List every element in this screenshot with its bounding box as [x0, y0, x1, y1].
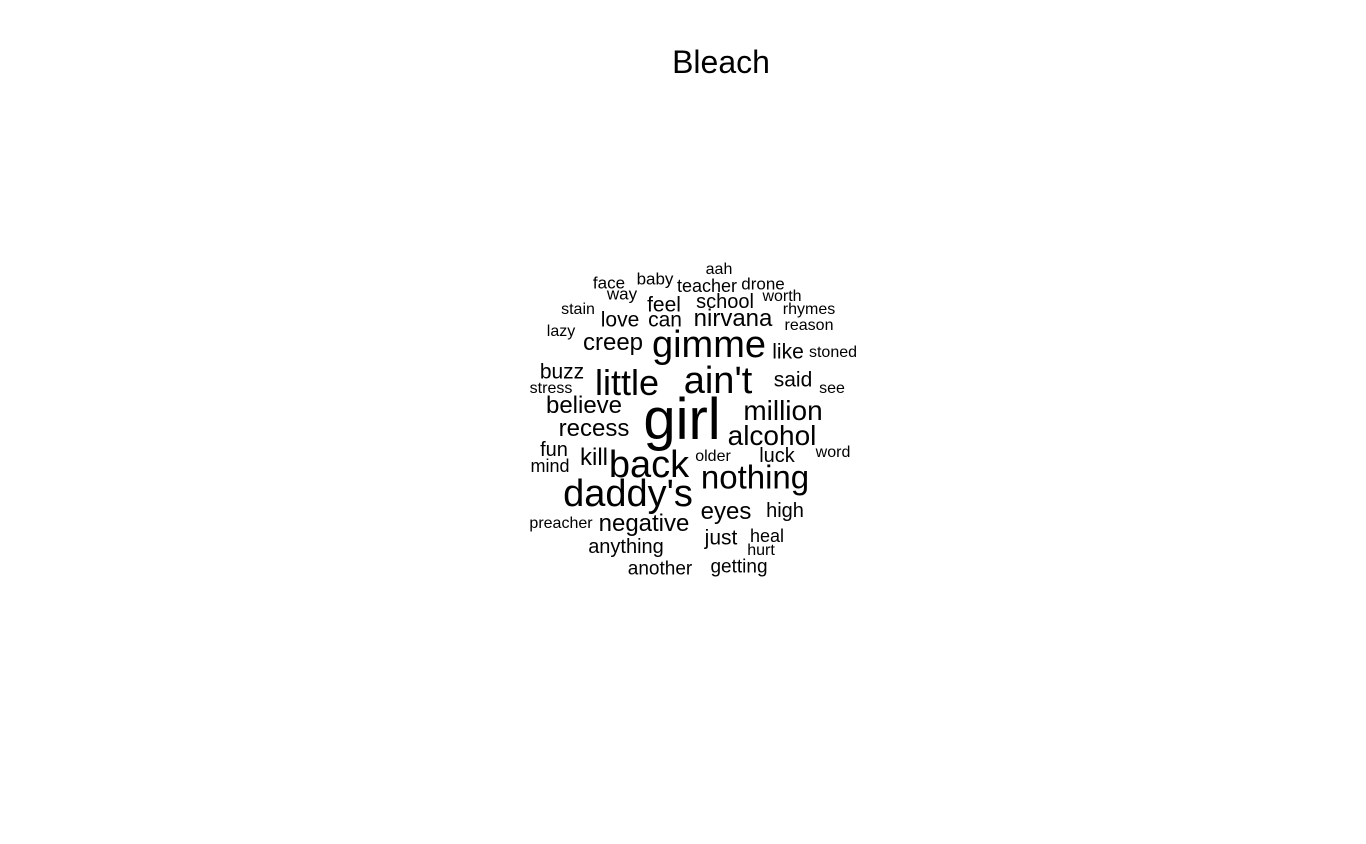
word-baby: baby	[636, 269, 674, 289]
word-recess: recess	[558, 415, 630, 442]
word-nirvana: nirvana	[693, 305, 773, 332]
word-teacher: teacher	[676, 276, 738, 296]
word-preacher: preacher	[529, 515, 593, 532]
word-lazy: lazy	[546, 323, 576, 340]
plot-title: Bleach	[672, 44, 770, 80]
word-heal: heal	[749, 526, 785, 546]
word-just: just	[704, 526, 738, 550]
word-creep: creep	[582, 329, 644, 356]
word-drone: drone	[741, 274, 785, 294]
word-can: can	[648, 308, 682, 332]
word-reason: reason	[784, 317, 834, 334]
word-back: back	[608, 444, 690, 486]
word-gimme: gimme	[651, 324, 767, 366]
word-high: high	[766, 500, 804, 522]
word-worth: worth	[762, 288, 802, 305]
word-little: little	[594, 362, 660, 403]
word-school: school	[696, 291, 754, 313]
word-stain: stain	[561, 301, 595, 318]
word-stress: stress	[529, 380, 573, 397]
word-fun: fun	[540, 439, 568, 461]
word-way: way	[606, 284, 638, 304]
word-aah: aah	[705, 261, 733, 278]
word-luck: luck	[759, 445, 795, 467]
word-negative: negative	[598, 510, 690, 537]
word-word: word	[815, 444, 851, 461]
word-getting: getting	[710, 556, 768, 578]
word-feel: feel	[647, 293, 681, 317]
word-face: face	[592, 273, 626, 293]
word-anything: anything	[588, 536, 664, 558]
word-aint: ain't	[683, 360, 753, 402]
word-girl: girl	[643, 387, 721, 452]
word-hurt: hurt	[747, 542, 775, 559]
word-kill: kill	[580, 444, 608, 471]
word-stoned: stoned	[808, 344, 858, 361]
word-mind: mind	[530, 456, 570, 476]
word-million: million	[743, 395, 823, 426]
word-rhymes: rhymes	[782, 301, 836, 318]
word-daddys: daddy's	[563, 473, 693, 515]
word-nothing: nothing	[700, 458, 810, 496]
word-older: older	[695, 448, 731, 465]
word-see: see	[819, 380, 845, 397]
word-eyes: eyes	[700, 498, 752, 525]
word-alcohol: alcohol	[727, 420, 817, 451]
word-buzz: buzz	[539, 360, 585, 384]
word-like: like	[772, 340, 804, 364]
word-another: another	[627, 558, 693, 580]
word-love: love	[600, 308, 640, 332]
word-said: said	[773, 368, 813, 392]
word-believe: believe	[545, 392, 623, 419]
